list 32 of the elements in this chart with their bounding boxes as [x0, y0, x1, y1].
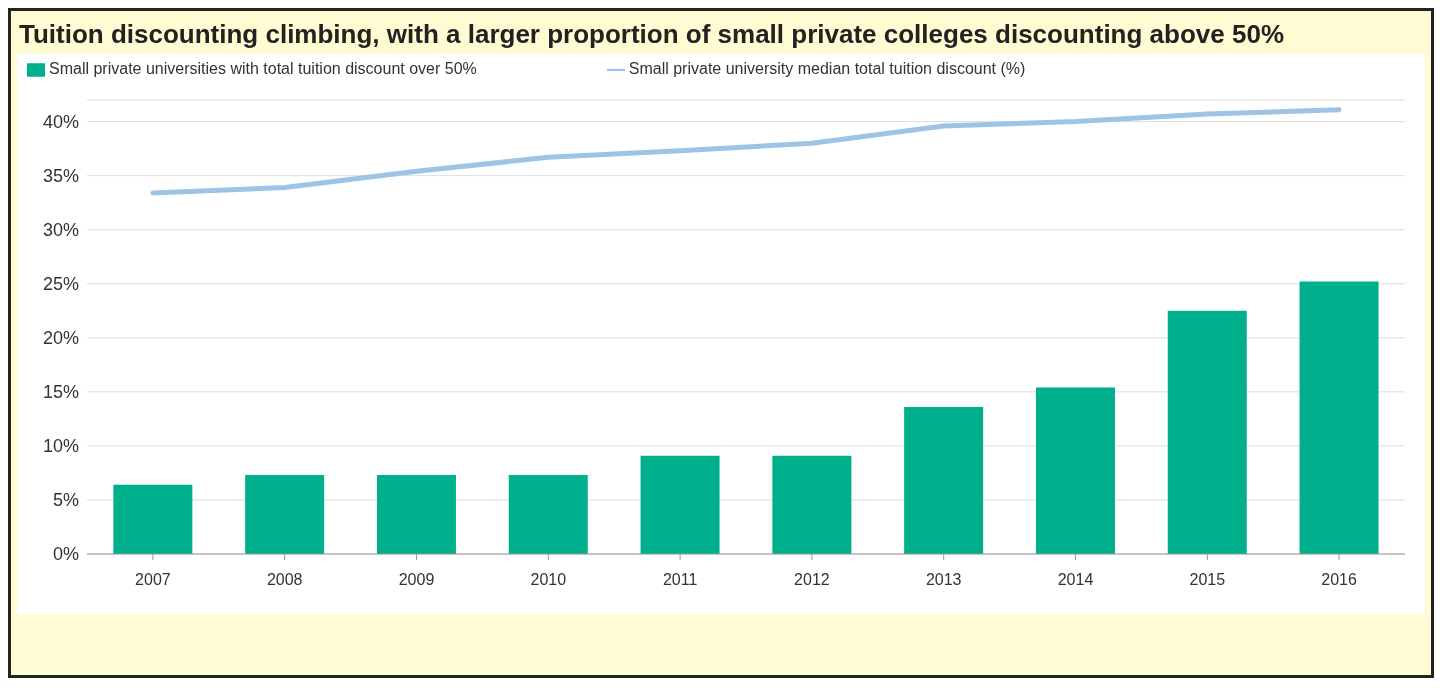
y-tick-label: 40%	[42, 112, 79, 133]
x-tick-label: 2012	[794, 571, 830, 589]
y-tick-label: 25%	[42, 274, 79, 295]
y-tick-label: 20%	[42, 328, 79, 349]
x-tick-label: 2014	[1057, 571, 1094, 589]
bar	[772, 455, 852, 554]
y-tick-label: 0%	[52, 544, 79, 565]
bar	[904, 406, 984, 554]
y-tick-label: 30%	[42, 220, 79, 241]
x-tick-label: 2013	[925, 571, 962, 589]
bar	[376, 475, 456, 554]
bar	[1167, 310, 1247, 554]
legend-label: Small private university median total tuition discount (%)	[628, 60, 1026, 77]
bar	[1299, 281, 1379, 554]
bar	[1035, 387, 1115, 554]
bar	[640, 455, 720, 554]
x-tick-label: 2009	[398, 571, 435, 589]
y-tick-label: 35%	[42, 166, 79, 187]
x-tick-label: 2007	[135, 571, 171, 589]
chart-title: Tuition discounting climbing, with a larger proportion of small private colleges discounting above 50%	[18, 18, 1285, 51]
legend-label: Small private universities with total tuition discount over 50%	[49, 60, 477, 77]
x-tick-label: 2016	[1321, 571, 1357, 589]
bar	[245, 475, 325, 554]
y-tick-label: 10%	[42, 436, 79, 457]
x-tick-label: 2015	[1189, 571, 1226, 589]
bar	[113, 484, 193, 554]
x-tick-label: 2011	[662, 571, 698, 589]
y-tick-label: 15%	[42, 382, 79, 403]
y-tick-label: 5%	[52, 490, 79, 511]
x-tick-label: 2010	[530, 571, 567, 589]
x-tick-label: 2008	[266, 571, 303, 589]
bar	[508, 475, 588, 554]
